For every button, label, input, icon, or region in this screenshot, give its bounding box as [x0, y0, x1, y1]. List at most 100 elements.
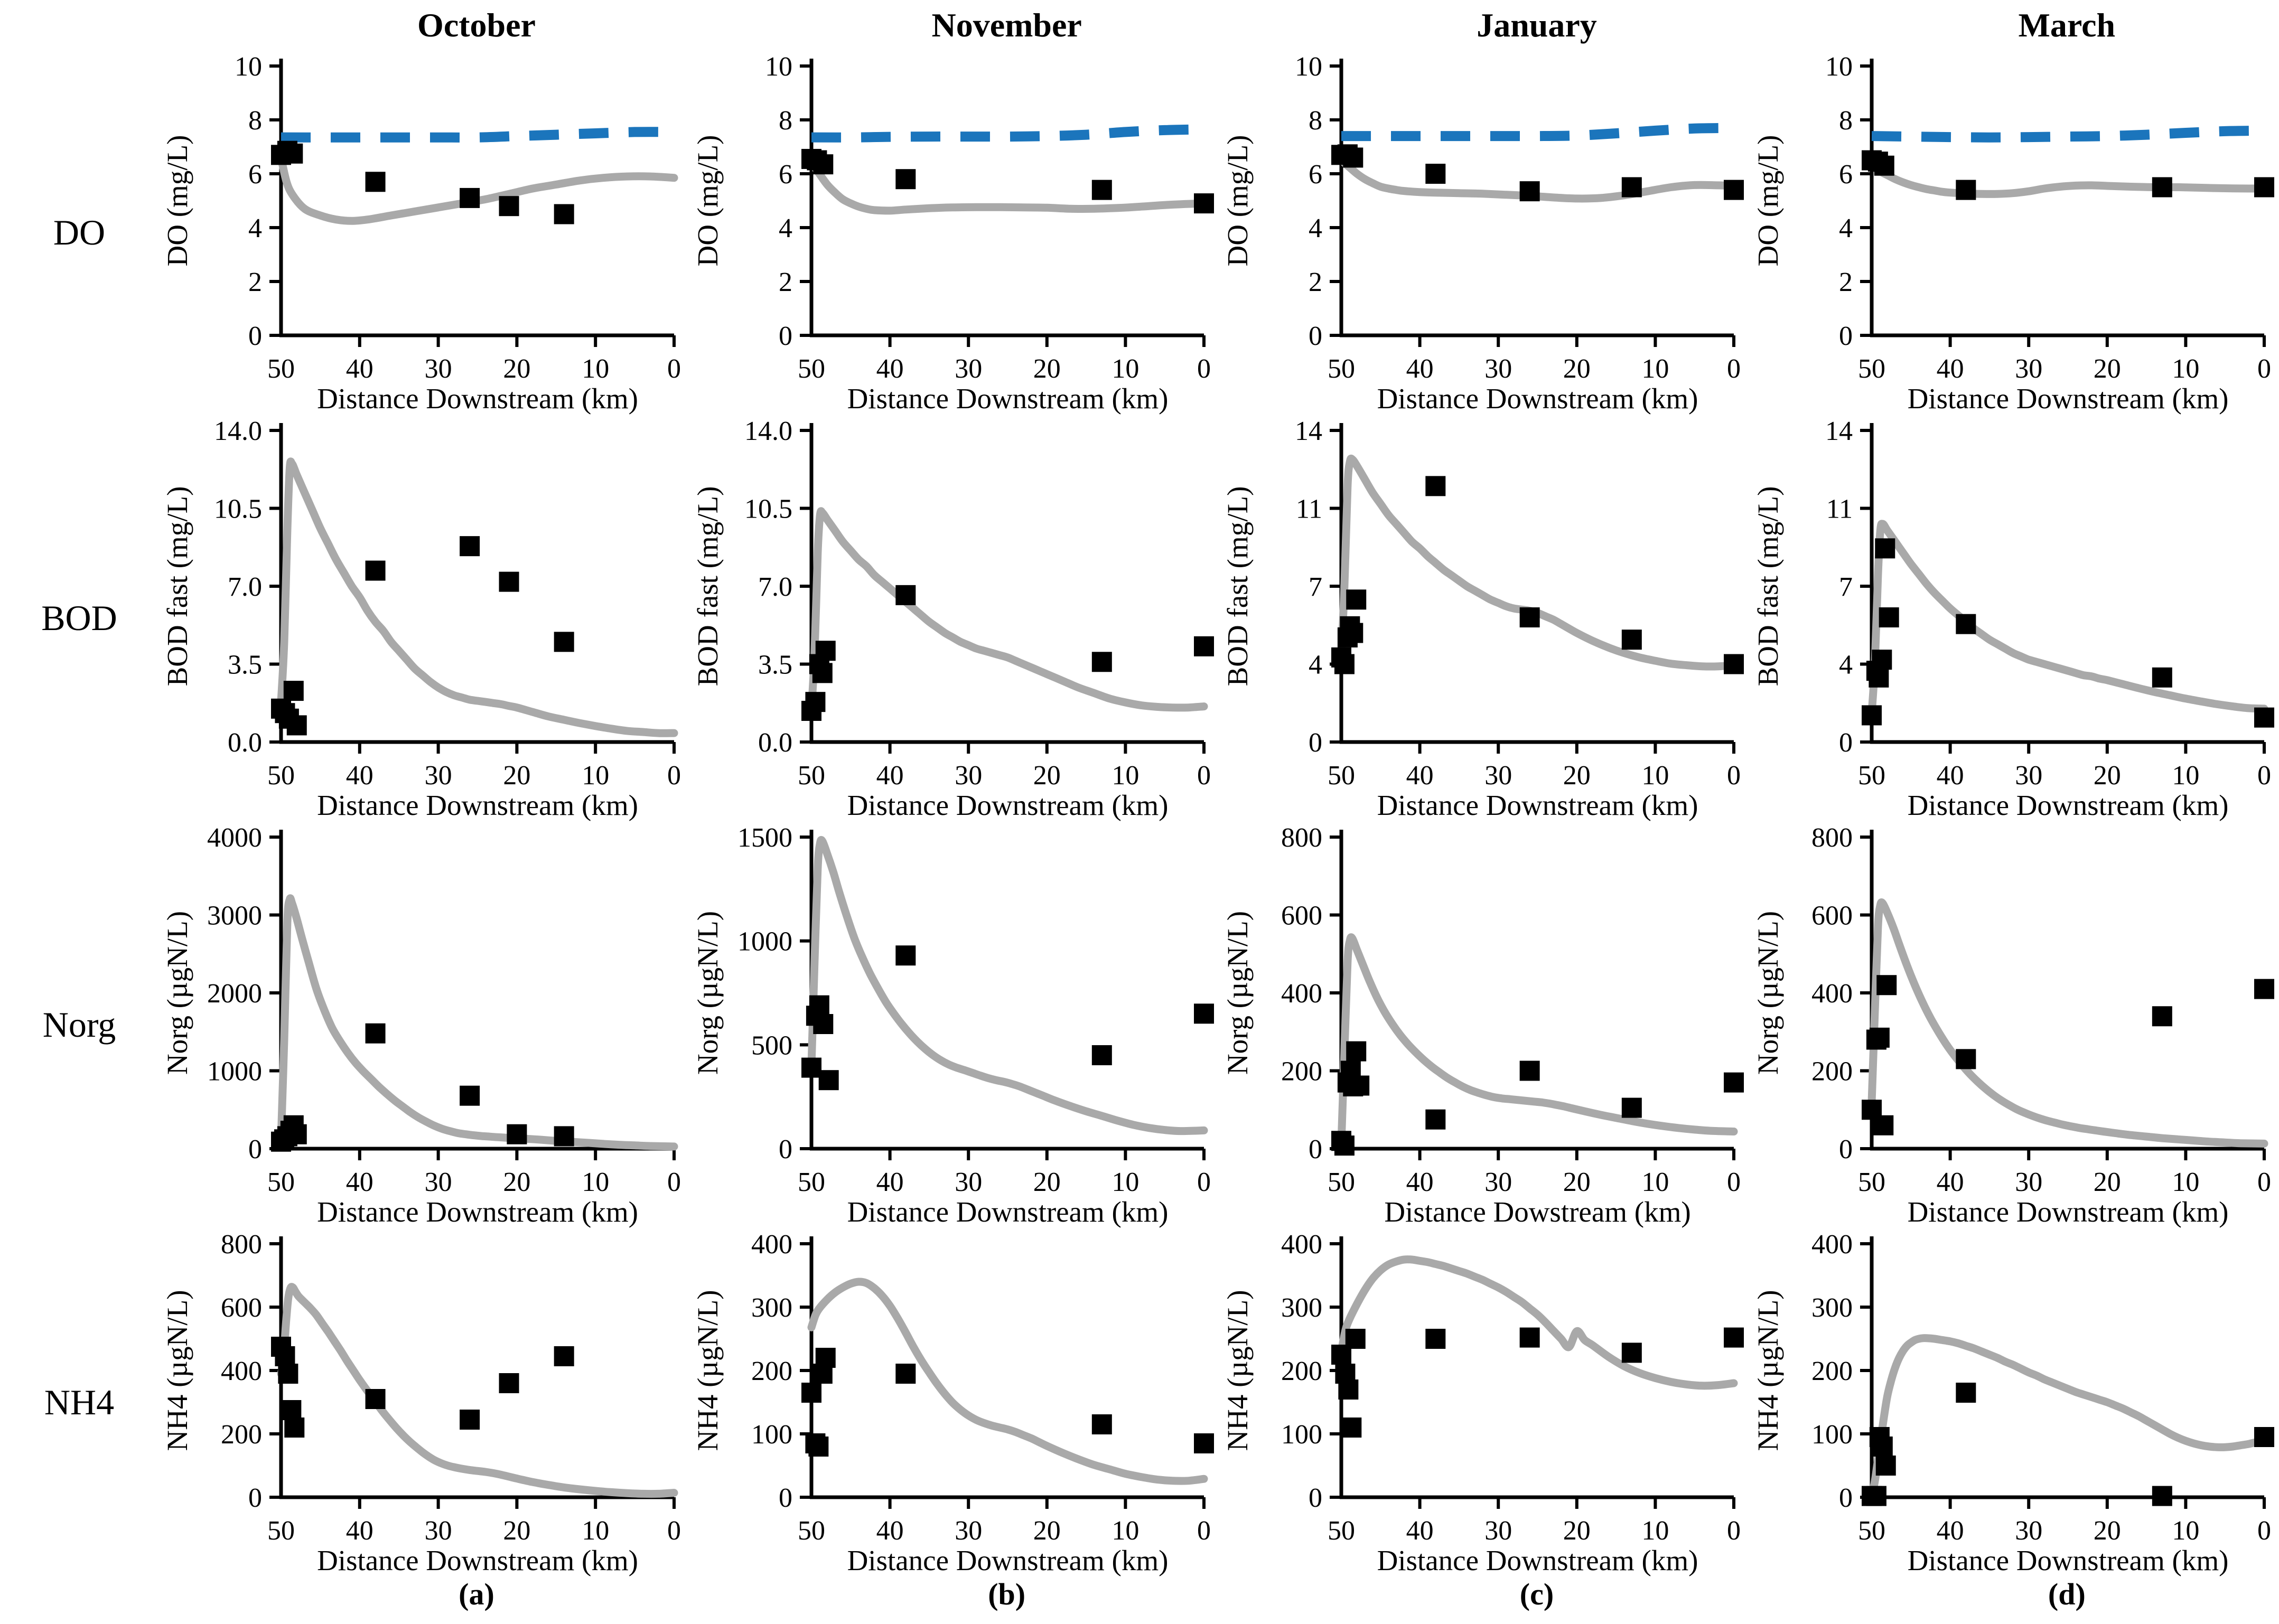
x-tick-label: 30 — [955, 1516, 982, 1546]
x-tick-label: 10 — [1112, 761, 1139, 791]
plot-norg-october: 0 1000 2000 3000 4000 50 40 30 20 10 0 Norg (µgN/L)… — [161, 823, 681, 1228]
y-tick-label: 11 — [1296, 494, 1322, 524]
x-tick-label: 50 — [267, 1516, 295, 1546]
observed-point — [2152, 1006, 2172, 1027]
observed-point — [275, 1346, 295, 1366]
y-tick-label: 200 — [1281, 1356, 1322, 1386]
observed-point — [1955, 1383, 1976, 1403]
y-tick-label: 14 — [1825, 416, 1853, 446]
plot-do-january: 0 2 4 6 8 10 50 40 30 20 10 0 DO (mg/L) Distance Down… — [1221, 52, 1744, 415]
x-tick-label: 0 — [667, 1167, 681, 1197]
x-tick-label: 50 — [267, 761, 295, 791]
y-tick-label: 1000 — [207, 1057, 262, 1087]
column-title-october: October — [417, 6, 536, 44]
x-tick-label: 30 — [955, 354, 982, 384]
x-axis-label: Distance Downstream (km) — [1377, 382, 1698, 415]
y-tick-label: 10 — [765, 52, 792, 82]
y-tick-label: 0 — [1839, 1134, 1853, 1165]
observed-point — [1866, 1486, 1886, 1506]
x-axis-label: Distance Downstream (km) — [1377, 789, 1698, 821]
x-tick-label: 0 — [667, 1516, 681, 1546]
observed-point — [809, 995, 829, 1016]
observed-point — [1873, 1115, 1893, 1135]
y-tick-label: 8 — [1839, 106, 1853, 136]
plot-norg-november: 0 500 1000 1500 50 40 30 20 10 0 Norg (µgN/L) Dista… — [692, 823, 1214, 1228]
x-tick-label: 10 — [582, 1516, 609, 1546]
x-tick-label: 20 — [503, 761, 530, 791]
y-tick-label: 100 — [1281, 1420, 1322, 1450]
x-tick-label: 30 — [955, 1167, 982, 1197]
x-tick-label: 20 — [1033, 761, 1061, 791]
x-tick-label: 20 — [1563, 1516, 1591, 1546]
x-tick-label: 10 — [582, 1167, 609, 1197]
chart-do-january: 0 2 4 6 8 10 50 40 30 20 10 0 DO (mg/L) Distance Down… — [1219, 50, 1749, 415]
x-tick-label: 20 — [1563, 1167, 1591, 1197]
observed-point — [278, 1364, 298, 1384]
y-tick-label: 800 — [1811, 823, 1853, 853]
chart-do-march: 0 2 4 6 8 10 50 40 30 20 10 0 DO (mg/L) Distance Down… — [1749, 50, 2279, 415]
y-axis-label: NH4 (µgN/L) — [1221, 1290, 1254, 1451]
y-tick-label: 6 — [1839, 159, 1853, 190]
y-tick-label: 400 — [1811, 1229, 1853, 1260]
y-axis-label: BOD fast (mg/L) — [161, 486, 193, 687]
x-tick-label: 10 — [2172, 761, 2199, 791]
caption-a: (a) — [459, 1577, 494, 1611]
y-tick-label: 3.5 — [758, 650, 792, 680]
y-tick-label: 14 — [1295, 416, 1322, 446]
x-tick-label: 40 — [1406, 761, 1434, 791]
observed-point — [2152, 1486, 2172, 1506]
x-tick-label: 30 — [425, 1516, 452, 1546]
x-tick-label: 10 — [2172, 1167, 2199, 1197]
x-tick-label: 40 — [1406, 1167, 1434, 1197]
observed-point — [365, 1023, 386, 1044]
x-tick-label: 30 — [2015, 354, 2042, 384]
y-tick-label: 100 — [1811, 1420, 1853, 1450]
y-axis-label: NH4 (µgN/L) — [161, 1290, 193, 1451]
x-tick-label: 30 — [955, 761, 982, 791]
observed-point — [1519, 607, 1540, 627]
simulated-line — [277, 894, 678, 1151]
x-tick-label: 30 — [1485, 1516, 1512, 1546]
plot-nh4-october: 0 200 400 600 800 50 40 30 20 10 0 NH4 (µgN/L) Dista… — [161, 1229, 681, 1576]
x-tick-label: 40 — [1406, 354, 1434, 384]
x-tick-label: 0 — [1727, 1167, 1741, 1197]
x-tick-label: 40 — [1406, 1516, 1434, 1546]
x-tick-label: 20 — [1033, 354, 1061, 384]
y-tick-label: 0 — [1309, 1134, 1322, 1165]
y-tick-label: 600 — [1811, 901, 1853, 931]
x-tick-label: 0 — [667, 761, 681, 791]
observed-point — [1343, 623, 1363, 643]
x-tick-label: 10 — [1642, 354, 1669, 384]
chart-bod-january: 0 4 7 11 14 50 40 30 20 10 0 BOD fast (mg/L) Distanc… — [1219, 415, 1749, 821]
chart-norg-november: 0 500 1000 1500 50 40 30 20 10 0 Norg (µgN/L) Dista… — [689, 821, 1219, 1228]
observed-point — [365, 172, 386, 192]
x-tick-label: 10 — [1642, 1167, 1669, 1197]
x-tick-label: 10 — [2172, 354, 2199, 384]
chart-nh4-january: 0 100 200 300 400 50 40 30 20 10 0 NH4 (µgN/L) Dista… — [1219, 1228, 1749, 1576]
observed-point — [365, 560, 386, 581]
observed-point — [1346, 589, 1367, 610]
observed-point — [2152, 667, 2172, 688]
x-tick-label: 0 — [2257, 1167, 2271, 1197]
caption-c: (c) — [1519, 1577, 1554, 1611]
y-tick-label: 0 — [779, 1134, 792, 1165]
x-tick-label: 50 — [1328, 1167, 1355, 1197]
y-axis-label: Norg (µgN/L) — [1221, 911, 1254, 1075]
y-tick-label: 2 — [1839, 267, 1853, 297]
y-tick-label: 10 — [1825, 52, 1853, 82]
x-axis-label: Distance Downstream (km) — [847, 789, 1169, 821]
observed-point — [284, 1418, 305, 1438]
observed-point — [895, 945, 916, 966]
y-tick-label: 7 — [1839, 572, 1853, 602]
plot-norg-january: 0 200 400 600 800 50 40 30 20 10 0 Norg (µgN/L) Dist… — [1221, 823, 1744, 1228]
x-tick-label: 40 — [346, 1516, 373, 1546]
observed-point — [1622, 630, 1642, 650]
plot-do-november: 0 2 4 6 8 10 50 40 30 20 10 0 DO (mg/L) Distance Down… — [692, 52, 1214, 415]
chart-norg-march: 0 200 400 600 800 50 40 30 20 10 0 Norg (µgN/L) Dist… — [1749, 821, 2279, 1228]
x-tick-label: 40 — [876, 761, 904, 791]
observed-point — [1622, 177, 1642, 198]
y-tick-label: 4 — [779, 213, 792, 243]
observed-point — [1091, 652, 1112, 672]
